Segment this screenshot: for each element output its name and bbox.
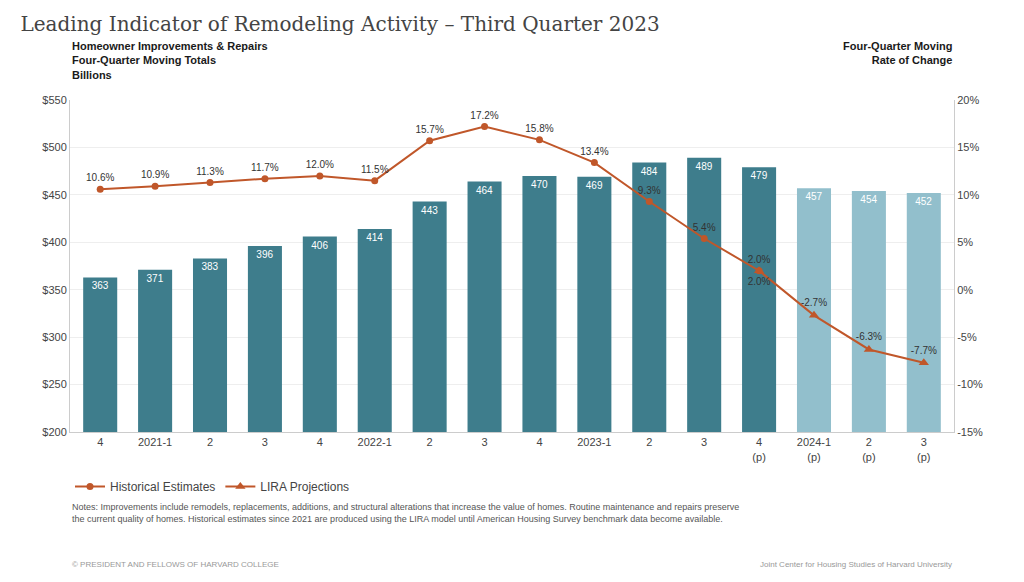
svg-text:Joint Center for Housing Studi: Joint Center for Housing Studies of Harv… <box>760 560 952 569</box>
svg-text:2022-1: 2022-1 <box>358 436 392 448</box>
svg-text:Leading Indicator of Remodelin: Leading Indicator of Remodeling Activity… <box>20 12 659 36</box>
svg-text:479: 479 <box>751 170 768 181</box>
svg-text:$500: $500 <box>42 141 66 153</box>
svg-text:4: 4 <box>97 436 103 448</box>
svg-text:5%: 5% <box>957 236 973 248</box>
svg-text:10.9%: 10.9% <box>141 169 169 180</box>
svg-text:383: 383 <box>201 261 218 272</box>
svg-text:2(p): 2(p) <box>862 436 875 462</box>
svg-text:10.6%: 10.6% <box>86 172 114 183</box>
svg-text:2: 2 <box>207 436 213 448</box>
svg-text:469: 469 <box>586 180 603 191</box>
svg-text:$200: $200 <box>42 426 66 438</box>
svg-text:2.0%: 2.0% <box>748 254 771 265</box>
svg-text:489: 489 <box>696 161 713 172</box>
svg-text:5.4%: 5.4% <box>693 222 716 233</box>
svg-text:414: 414 <box>366 232 383 243</box>
svg-text:2021-1: 2021-1 <box>138 436 172 448</box>
svg-text:3(p): 3(p) <box>917 436 930 462</box>
svg-text:10%: 10% <box>957 189 979 201</box>
svg-text:11.3%: 11.3% <box>196 166 224 177</box>
svg-text:$450: $450 <box>42 189 66 201</box>
svg-text:11.5%: 11.5% <box>361 164 389 175</box>
svg-text:-2.7%: -2.7% <box>801 297 827 308</box>
svg-text:452: 452 <box>915 196 932 207</box>
svg-text:Four-Quarter MovingRate of Cha: Four-Quarter MovingRate of Change <box>843 40 952 66</box>
svg-text:-10%: -10% <box>957 378 983 390</box>
svg-text:4: 4 <box>317 436 323 448</box>
svg-text:4: 4 <box>536 436 542 448</box>
svg-text:Historical Estimates: Historical Estimates <box>110 480 215 494</box>
svg-text:-7.7%: -7.7% <box>911 345 937 356</box>
svg-text:2024-1(p): 2024-1(p) <box>797 436 831 462</box>
svg-text:443: 443 <box>421 205 438 216</box>
svg-text:LIRA Projections: LIRA Projections <box>260 480 349 494</box>
svg-text:3: 3 <box>701 436 707 448</box>
svg-text:-5%: -5% <box>957 331 977 343</box>
svg-text:Notes: Improvements include re: Notes: Improvements include remodels, re… <box>72 502 739 524</box>
svg-text:457: 457 <box>805 191 822 202</box>
svg-text:11.7%: 11.7% <box>251 162 279 173</box>
svg-text:371: 371 <box>147 273 164 284</box>
svg-text:484: 484 <box>641 166 658 177</box>
svg-text:406: 406 <box>311 240 328 251</box>
svg-text:0%: 0% <box>957 284 973 296</box>
svg-text:2: 2 <box>646 436 652 448</box>
svg-text:$250: $250 <box>42 378 66 390</box>
svg-text:-6.3%: -6.3% <box>856 331 882 342</box>
svg-text:464: 464 <box>476 185 493 196</box>
svg-text:2.0%: 2.0% <box>748 276 771 287</box>
svg-text:3: 3 <box>481 436 487 448</box>
svg-text:9.3%: 9.3% <box>638 185 661 196</box>
svg-text:13.4%: 13.4% <box>580 146 608 157</box>
svg-text:$550: $550 <box>42 94 66 106</box>
svg-text:20%: 20% <box>957 94 979 106</box>
svg-text:2023-1: 2023-1 <box>577 436 611 448</box>
svg-text:363: 363 <box>92 280 109 291</box>
svg-text:$350: $350 <box>42 284 66 296</box>
svg-text:454: 454 <box>860 194 877 205</box>
svg-text:-15%: -15% <box>957 426 983 438</box>
svg-text:$300: $300 <box>42 331 66 343</box>
svg-text:15%: 15% <box>957 141 979 153</box>
svg-text:Homeowner Improvements & Repai: Homeowner Improvements & RepairsFour-Qua… <box>72 40 268 81</box>
svg-text:17.2%: 17.2% <box>470 110 498 121</box>
svg-text:2: 2 <box>427 436 433 448</box>
svg-text:470: 470 <box>531 179 548 190</box>
svg-text:12.0%: 12.0% <box>306 159 334 170</box>
svg-text:396: 396 <box>256 249 273 260</box>
svg-text:3: 3 <box>262 436 268 448</box>
svg-text:© PRESIDENT AND FELLOWS OF HAR: © PRESIDENT AND FELLOWS OF HARVARD COLLE… <box>72 560 279 569</box>
svg-text:4(p): 4(p) <box>752 436 765 462</box>
svg-text:15.8%: 15.8% <box>525 123 553 134</box>
svg-text:$400: $400 <box>42 236 66 248</box>
svg-text:15.7%: 15.7% <box>415 124 443 135</box>
